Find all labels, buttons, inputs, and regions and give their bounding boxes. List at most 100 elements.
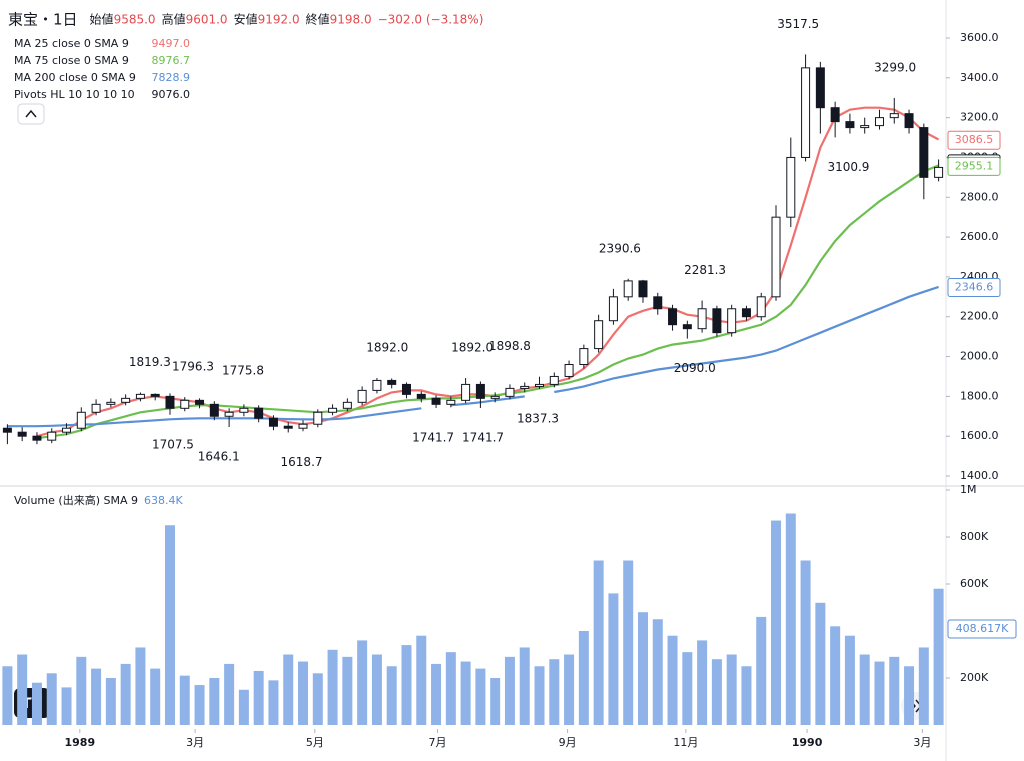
candle-body bbox=[150, 393, 160, 397]
volume-bar bbox=[608, 593, 619, 725]
candle-body bbox=[520, 385, 530, 389]
candle-body bbox=[239, 407, 249, 413]
y-tick-label: 2800.0 bbox=[960, 190, 999, 203]
volume-bar bbox=[445, 652, 456, 725]
candle-body bbox=[771, 216, 781, 298]
x-tick-label: 5月 bbox=[306, 736, 324, 749]
y-tick-label: 2600.0 bbox=[960, 230, 999, 243]
ohlc-label: 安値 bbox=[234, 12, 258, 27]
volume-bar bbox=[135, 647, 146, 725]
volume-bar bbox=[549, 659, 560, 725]
candle-body bbox=[431, 397, 441, 405]
ohlc-label: 終値 bbox=[306, 12, 330, 27]
pivot-label: 2090.0 bbox=[674, 361, 716, 375]
volume-bar bbox=[164, 525, 175, 725]
pivot-label: 1796.3 bbox=[172, 360, 214, 374]
volume-bar bbox=[637, 612, 648, 725]
volume-bar bbox=[120, 663, 131, 725]
candle-body bbox=[549, 375, 559, 385]
candle-body bbox=[224, 411, 234, 417]
candle-body bbox=[815, 67, 825, 109]
volume-bar bbox=[357, 640, 368, 725]
candle-body bbox=[461, 383, 471, 401]
x-tick-label: 7月 bbox=[429, 736, 447, 749]
volume-bar bbox=[61, 687, 72, 725]
volume-bar bbox=[283, 654, 294, 725]
pivot-label: 1819.3 bbox=[129, 355, 171, 369]
price-badge bbox=[947, 130, 1001, 150]
pivot-label: 3100.9 bbox=[827, 160, 869, 174]
pivot-label: 1898.8 bbox=[489, 339, 531, 353]
volume-bar bbox=[726, 654, 737, 725]
candle-body bbox=[874, 117, 884, 127]
indicator-name: MA 75 close 0 SMA 9 bbox=[14, 54, 129, 67]
candle-body bbox=[328, 407, 338, 413]
x-tick-label: 11月 bbox=[673, 736, 698, 749]
ohlc-label: 高値 bbox=[162, 12, 186, 27]
pivot-label: 1741.7 bbox=[412, 430, 454, 444]
candle-body bbox=[135, 393, 145, 399]
volume-bar bbox=[2, 666, 13, 725]
candle-body bbox=[76, 411, 86, 429]
volume-bar bbox=[460, 661, 471, 725]
volume-tick-label: 1M bbox=[960, 483, 977, 496]
x-tick-label: 9月 bbox=[559, 736, 577, 749]
candle-body bbox=[446, 399, 456, 405]
candle-body bbox=[535, 383, 545, 387]
y-tick-label: 1800.0 bbox=[960, 389, 999, 402]
volume-bar bbox=[578, 631, 589, 725]
ohlc-value: 9601.0 bbox=[186, 13, 228, 27]
volume-badge bbox=[947, 619, 1017, 639]
y-tick-label: 1400.0 bbox=[960, 469, 999, 482]
candle-body bbox=[195, 399, 205, 405]
price-badge-label: 3086.5 bbox=[955, 133, 994, 146]
volume-bar bbox=[504, 656, 515, 725]
candle-body bbox=[653, 296, 663, 310]
pivot-label: 2390.6 bbox=[599, 241, 641, 255]
candle-body bbox=[2, 427, 12, 433]
volume-value: 638.4K bbox=[144, 494, 183, 507]
volume-bar bbox=[711, 659, 722, 725]
candle-body bbox=[668, 308, 678, 326]
pivot-label: 3517.5 bbox=[777, 17, 819, 31]
candle-body bbox=[180, 399, 190, 409]
indicator-value: 9076.0 bbox=[152, 88, 191, 101]
volume-bar bbox=[224, 663, 235, 725]
volume-bar bbox=[874, 661, 885, 725]
volume-bar bbox=[490, 678, 501, 725]
volume-bar bbox=[830, 626, 841, 725]
candle-body bbox=[579, 348, 589, 366]
candle-body bbox=[682, 324, 692, 330]
candle-body bbox=[860, 125, 870, 129]
volume-badge-label: 408.617K bbox=[956, 622, 1009, 635]
candle-body bbox=[623, 280, 633, 298]
volume-bar bbox=[475, 668, 486, 725]
candle-body bbox=[47, 431, 57, 441]
candle-body bbox=[91, 403, 101, 413]
header: 東宝・1日 始値 9585.0 高値 9601.0 安値 9192.0 終値 9198.0 −30… bbox=[8, 11, 483, 508]
volume-bar bbox=[194, 685, 205, 725]
candle-body bbox=[697, 308, 707, 330]
pivot-label: 1837.3 bbox=[517, 411, 559, 425]
candle-body bbox=[919, 127, 929, 178]
candle-body bbox=[416, 393, 426, 399]
candle-body bbox=[594, 320, 604, 350]
volume-bar bbox=[416, 635, 427, 725]
y-tick-label: 2000.0 bbox=[960, 350, 999, 363]
volume-bar bbox=[17, 654, 28, 725]
y-tick-label: 2200.0 bbox=[960, 310, 999, 323]
volume-bar bbox=[652, 619, 663, 725]
volume-bar bbox=[253, 670, 264, 725]
candle-body bbox=[830, 107, 840, 123]
x-tick-label: 3月 bbox=[913, 736, 931, 749]
volume-bar bbox=[682, 652, 693, 725]
candle-body bbox=[209, 403, 219, 417]
volume-bar bbox=[238, 689, 249, 725]
candle-body bbox=[32, 435, 42, 441]
volume-bar bbox=[741, 666, 752, 725]
volume-bar bbox=[431, 663, 442, 725]
indicator-name: MA 200 close 0 SMA 9 bbox=[14, 71, 136, 84]
collapse-button[interactable] bbox=[17, 103, 45, 125]
volume-bar bbox=[623, 560, 634, 725]
pivot-label: 2281.3 bbox=[684, 263, 726, 277]
